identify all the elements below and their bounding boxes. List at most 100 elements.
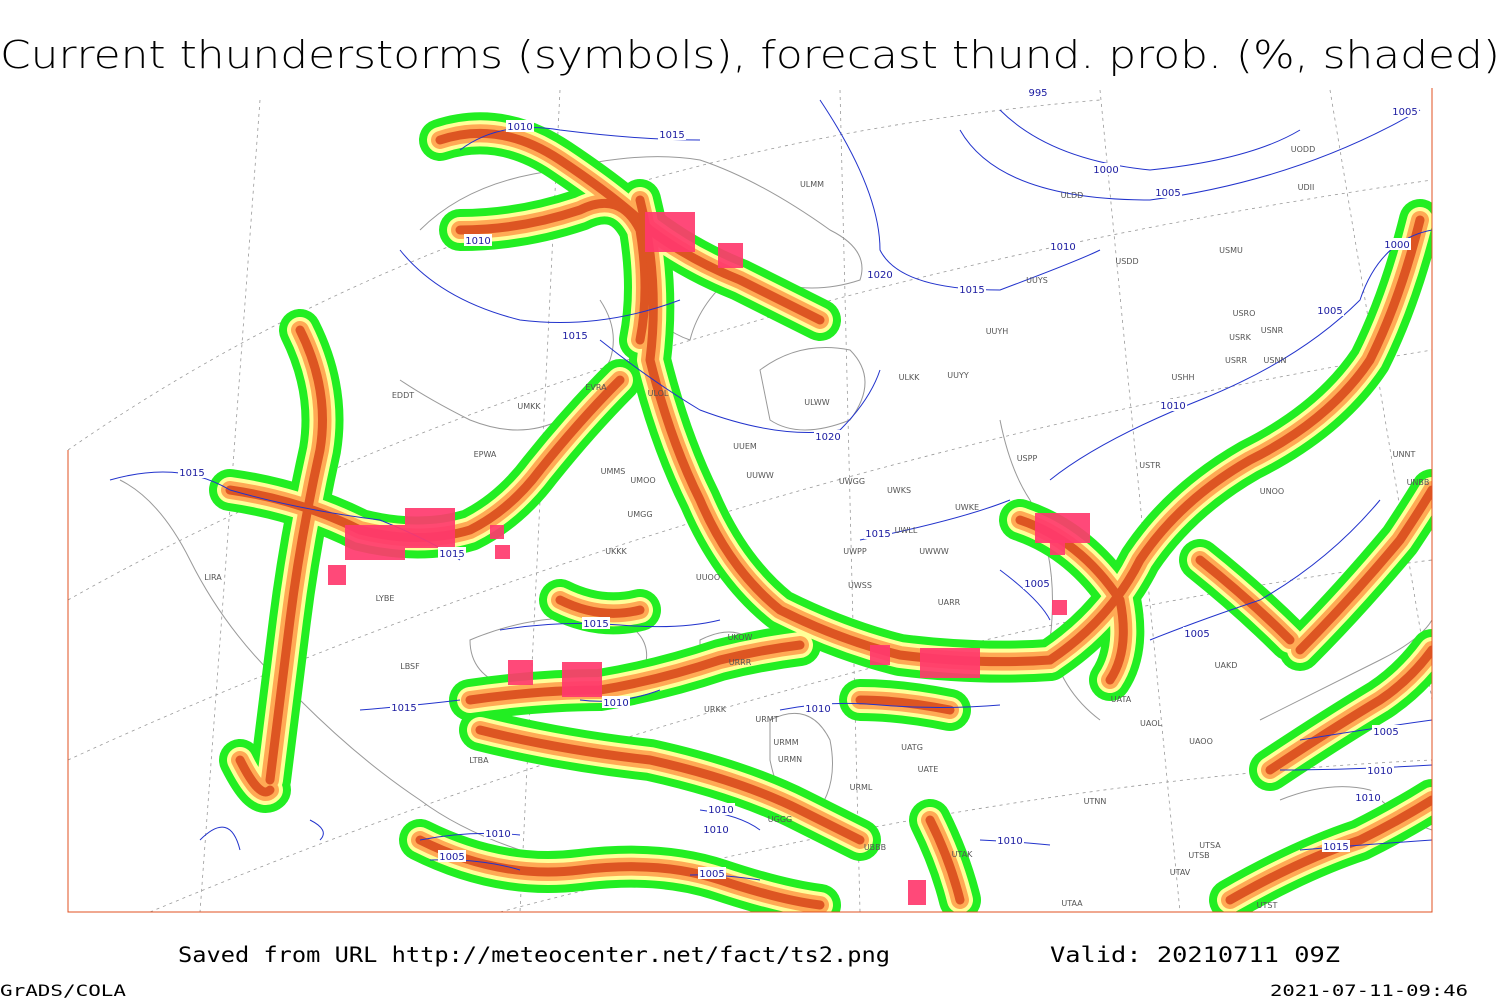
isobar-label-bg — [698, 867, 726, 879]
probability-band — [265, 325, 327, 785]
station-label: URKK — [704, 705, 727, 714]
isobar-label: 995 — [1028, 88, 1047, 99]
isobar-label-bg — [1092, 163, 1120, 175]
station-label: UNOO — [1260, 487, 1284, 496]
station-label: ULOL — [648, 389, 669, 398]
station-label: UMGG — [627, 510, 652, 519]
station-label: URRR — [729, 658, 752, 667]
isobar-label-bg — [1316, 304, 1344, 316]
storm-symbol — [508, 660, 533, 685]
station-label: UODD — [1291, 145, 1315, 154]
storm-symbol — [328, 565, 346, 585]
isobar-label-bg — [1391, 105, 1419, 117]
isobar-label-bg — [506, 120, 534, 132]
station-label: UBBB — [864, 843, 886, 852]
isobar-label-bg — [864, 527, 892, 539]
station-label: UGGG — [768, 815, 792, 824]
storm-symbol — [920, 648, 980, 678]
station-label: UTSB — [1188, 851, 1209, 860]
isobar-label-bg — [702, 823, 730, 835]
isobar-label-bg — [484, 827, 512, 839]
station-label: LYBE — [376, 594, 395, 603]
isobar-label-bg — [438, 850, 466, 862]
isobar-label: 1015 — [865, 529, 890, 540]
timestamp: 2021-07-11-09:46 — [1270, 981, 1468, 1000]
isobar-label: 1005 — [1024, 579, 1049, 590]
storm-symbol — [908, 880, 926, 905]
isobar-label-bg — [602, 696, 630, 708]
station-label: UATG — [901, 743, 923, 752]
isobar-label: 1010 — [603, 698, 628, 709]
isobar-label-bg — [996, 834, 1024, 846]
storm-symbol — [1035, 513, 1090, 543]
probability-band — [475, 725, 865, 845]
isobar-label: 1010 — [485, 829, 510, 840]
isobar-label: 1010 — [1160, 401, 1185, 412]
station-label: UTAA — [1061, 899, 1083, 908]
storm-symbol — [405, 508, 455, 548]
station-label: UWPP — [843, 547, 867, 556]
station-label: URMN — [778, 755, 802, 764]
station-label: USNR — [1261, 326, 1284, 335]
station-label: URMM — [773, 738, 798, 747]
probability-band — [1265, 645, 1432, 775]
station-label: LBSF — [400, 662, 420, 671]
storm-symbol — [495, 545, 510, 559]
station-label: UTAK — [952, 850, 974, 859]
probability-band — [415, 835, 825, 910]
isobar-label: 1010 — [997, 836, 1022, 847]
station-label: USMU — [1219, 246, 1243, 255]
isobar-label: 1015 — [1323, 842, 1348, 853]
station-label: UKKK — [605, 547, 627, 556]
station-label: USRK — [1229, 333, 1251, 342]
isobar-label: 1005 — [1155, 188, 1180, 199]
isobar-label-bg — [390, 701, 418, 713]
isobar-label: 1010 — [805, 704, 830, 715]
isobar-label-bg — [1322, 840, 1350, 852]
station-label: UATE — [918, 765, 939, 774]
isobar-label: 1010 — [1050, 242, 1075, 253]
station-label: URMT — [755, 715, 778, 724]
station-label: UARR — [938, 598, 961, 607]
storm-symbol — [490, 525, 504, 539]
isobar-label-bg — [1024, 88, 1052, 98]
station-label: UUOO — [696, 573, 720, 582]
isobar-label-bg — [1159, 399, 1187, 411]
station-label: ULWW — [804, 398, 829, 407]
storm-symbol — [1050, 540, 1065, 555]
storm-symbol — [870, 645, 890, 665]
isobar-label-bg — [707, 803, 735, 815]
isobar-label: 1015 — [562, 331, 587, 342]
isobar-label-bg — [1154, 186, 1182, 198]
isobar-label-bg — [582, 617, 610, 629]
station-label: UWWW — [919, 547, 949, 556]
probability-band — [555, 595, 645, 618]
isobar-label-bg — [464, 234, 492, 246]
map-title: Current thunderstorms (symbols), forecas… — [0, 33, 1500, 77]
source-url: Saved from URL http://meteocenter.net/fa… — [178, 943, 890, 967]
station-label: EDDT — [392, 391, 414, 400]
isobar-label-bg — [958, 283, 986, 295]
station-label: UTST — [1257, 901, 1278, 910]
isobar-label: 1015 — [659, 130, 684, 141]
station-label: UWKE — [955, 503, 979, 512]
station-label: UKOW — [728, 633, 753, 642]
station-label: UAOO — [1189, 737, 1213, 746]
storm-symbols — [328, 212, 1090, 905]
isobar-label: 1015 — [179, 468, 204, 479]
probability-band — [1295, 485, 1432, 655]
isobar-label: 1010 — [703, 825, 728, 836]
station-label: USRR — [1225, 356, 1247, 365]
station-label: UDII — [1298, 183, 1315, 192]
isobar-label-bg — [1183, 627, 1211, 639]
isobar-label-bg — [1049, 240, 1077, 252]
station-label: USRO — [1233, 309, 1256, 318]
isobar-label: 1010 — [1367, 766, 1392, 777]
isobar-label: 1010 — [465, 236, 490, 247]
isobar-label-bg — [1383, 238, 1411, 250]
station-label: UUYH — [986, 327, 1009, 336]
station-label: UTNN — [1084, 797, 1107, 806]
station-label: ULDD — [1061, 191, 1084, 200]
